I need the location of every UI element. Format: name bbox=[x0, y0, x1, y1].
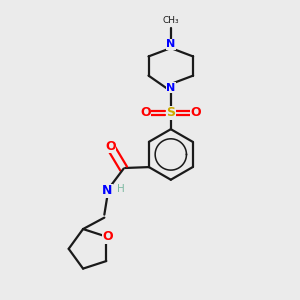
Text: O: O bbox=[140, 106, 151, 119]
Text: N: N bbox=[166, 82, 176, 93]
Text: O: O bbox=[191, 106, 201, 119]
Text: N: N bbox=[166, 40, 176, 50]
Text: H: H bbox=[117, 184, 124, 194]
Text: N: N bbox=[102, 184, 112, 197]
Text: CH₃: CH₃ bbox=[163, 16, 179, 25]
Text: O: O bbox=[103, 230, 113, 243]
Text: S: S bbox=[166, 106, 175, 119]
Text: O: O bbox=[105, 140, 116, 153]
